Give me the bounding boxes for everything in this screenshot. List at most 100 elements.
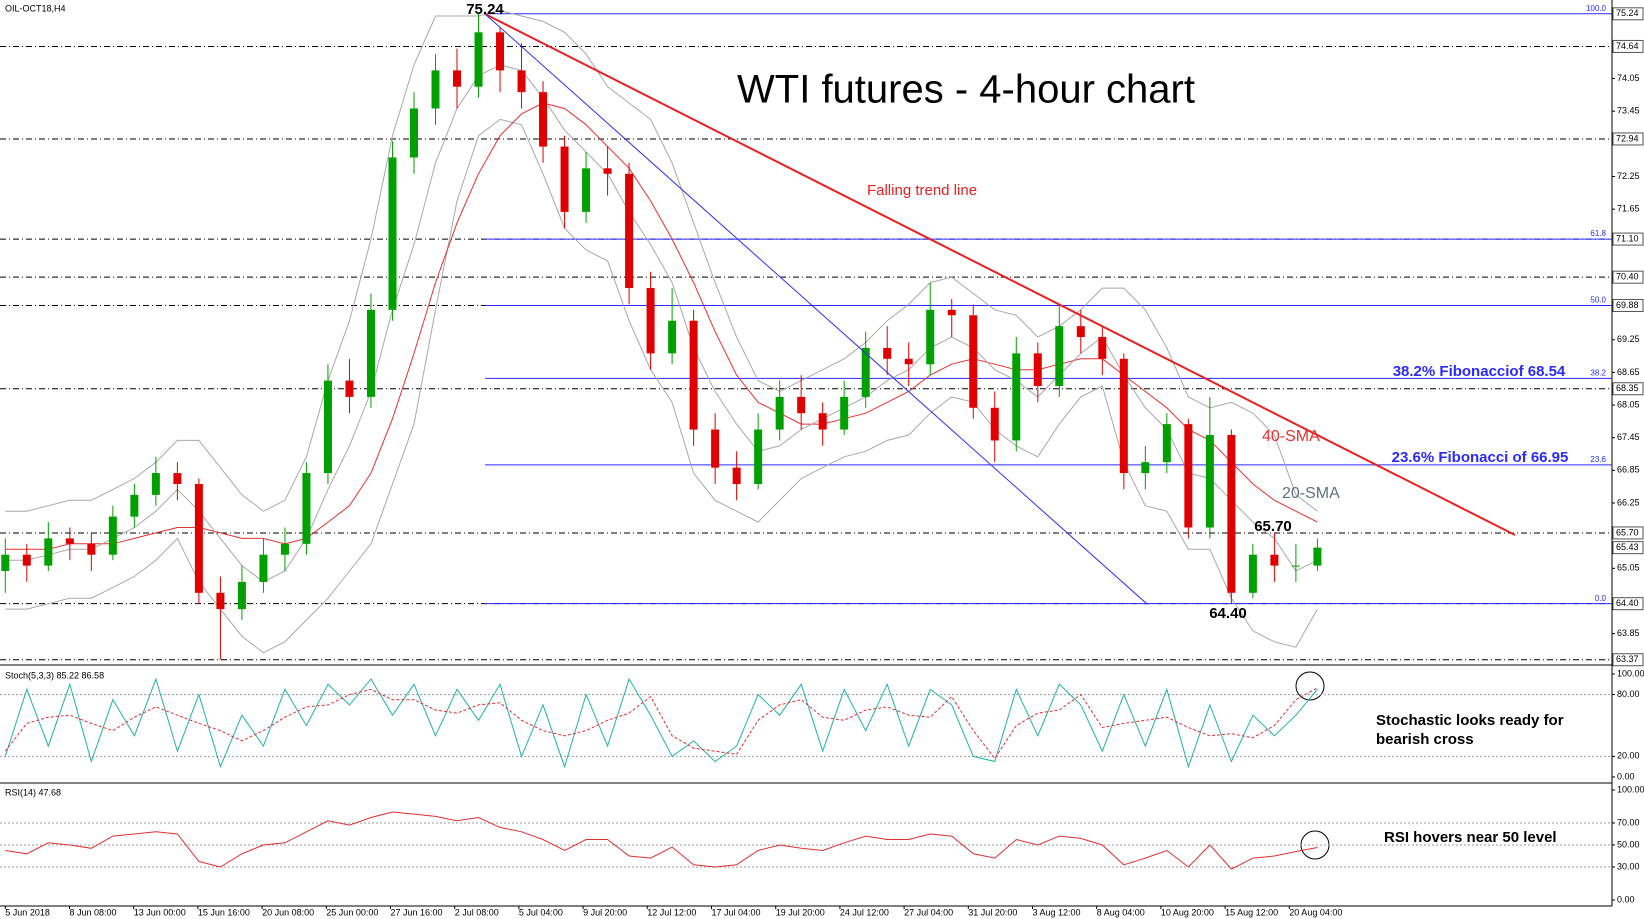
candle-body <box>1184 424 1193 528</box>
candle-body <box>65 538 74 544</box>
y-tick-label: 80.00 <box>1617 689 1640 699</box>
y-tick-label: 67.45 <box>1617 432 1640 442</box>
y-tick-label: 63.85 <box>1617 628 1640 638</box>
y-tick-label: 0.00 <box>1617 771 1635 781</box>
ma-label: 40-SMA <box>1262 428 1320 445</box>
note: Stochastic looks ready for <box>1376 712 1564 729</box>
price-label: 72.94 <box>1616 133 1639 143</box>
candle-body <box>194 483 203 593</box>
x-tick-label: 27 Jul 04:00 <box>904 907 953 917</box>
y-tick-label: 66.85 <box>1617 465 1640 475</box>
y-tick-label: 30.00 <box>1617 861 1640 871</box>
candle-body <box>539 92 548 147</box>
candle-body <box>431 70 440 109</box>
price-label-box <box>1612 526 1644 540</box>
candle-body <box>1270 554 1279 566</box>
y-tick-label: 73.45 <box>1617 106 1640 116</box>
y-tick-label: 70.00 <box>1617 817 1640 827</box>
price-label-box <box>1612 597 1644 611</box>
candle-body <box>323 380 332 474</box>
fib-note: 38.2% Fibonacciof 68.54 <box>1393 363 1566 380</box>
candle-body <box>1055 326 1064 387</box>
candle-body <box>388 157 397 310</box>
candle-body <box>947 309 956 316</box>
ma-label: 20-SMA <box>1282 485 1340 502</box>
candle-body <box>1076 326 1085 338</box>
price-label-box <box>1612 232 1644 246</box>
candle-body <box>302 473 311 544</box>
chart-title: WTI futures - 4-hour chart <box>737 68 1195 112</box>
candle-body <box>496 32 505 71</box>
candle-body <box>603 168 612 174</box>
candle-body <box>453 70 462 87</box>
stoch-header: Stoch(5,3,3) 85.22 86.58 <box>5 670 104 680</box>
candle-body <box>237 581 246 610</box>
y-tick-label: 0.00 <box>1617 894 1635 904</box>
y-tick-label: 65.05 <box>1617 563 1640 573</box>
y-tick-label: 100.00 <box>1617 784 1644 794</box>
candle-body <box>668 320 677 354</box>
y-tick-label: 74.05 <box>1617 73 1640 83</box>
candle-body <box>904 358 913 365</box>
price-label: 74.64 <box>1616 41 1639 51</box>
candle-body <box>280 543 289 555</box>
annotation: 75.24 <box>466 1 504 18</box>
candle-body <box>108 516 117 555</box>
candle-body <box>1119 358 1128 474</box>
candle-body <box>732 467 741 484</box>
fib-label: 100.0 <box>1586 4 1607 13</box>
x-tick-label: 17 Jul 04:00 <box>712 907 761 917</box>
candle-body <box>87 543 96 555</box>
candle-body <box>646 288 655 354</box>
price-label-box <box>1612 39 1644 53</box>
x-tick-label: 8 Jun 08:00 <box>70 907 117 917</box>
fib-label: 38.2 <box>1590 369 1606 378</box>
candle-body <box>990 407 999 441</box>
annotation: 64.40 <box>1209 605 1247 622</box>
fib-note: 23.6% Fibonacci of 66.95 <box>1392 449 1569 466</box>
x-tick-label: 3 Aug 12:00 <box>1033 907 1081 917</box>
indicator-line <box>5 811 1318 870</box>
price-label: 68.35 <box>1616 383 1639 393</box>
bollinger-lower <box>5 118 1318 654</box>
candle-body <box>1227 434 1236 593</box>
y-tick-label: 66.25 <box>1617 497 1640 507</box>
x-tick-label: 15 Jun 16:00 <box>198 907 250 917</box>
fib-label: 0.0 <box>1595 594 1607 603</box>
candle-body <box>1033 353 1042 387</box>
x-tick-label: 10 Aug 20:00 <box>1161 907 1214 917</box>
candle-body <box>1012 353 1021 441</box>
annotation: Falling trend line <box>867 182 977 199</box>
y-tick-label: 68.05 <box>1617 399 1640 409</box>
x-tick-label: 9 Jul 20:00 <box>583 907 627 917</box>
candle-body <box>582 168 591 212</box>
candle-body <box>1313 547 1322 566</box>
x-tick-label: 13 Jun 00:00 <box>134 907 186 917</box>
y-tick-label: 68.65 <box>1617 367 1640 377</box>
x-tick-label: 5 Jun 2018 <box>5 907 50 917</box>
note: bearish cross <box>1376 731 1474 748</box>
y-tick-label: 20.00 <box>1617 751 1640 761</box>
x-tick-label: 2 Jul 08:00 <box>455 907 499 917</box>
candle-body <box>22 554 31 566</box>
candle-body <box>345 380 354 397</box>
x-tick-label: 27 Jun 16:00 <box>391 907 443 917</box>
candle-body <box>173 473 182 484</box>
x-tick-label: 31 Jul 20:00 <box>968 907 1017 917</box>
candle-body <box>151 473 160 495</box>
price-label-box <box>1612 270 1644 284</box>
x-tick-label: 5 Jul 04:00 <box>519 907 563 917</box>
price-label-box <box>1612 541 1644 555</box>
price-label: 69.88 <box>1616 300 1639 310</box>
candle-body <box>883 347 892 359</box>
price-label: 75.24 <box>1616 8 1639 18</box>
bollinger-upper <box>5 9 1318 512</box>
candle-body <box>754 429 763 484</box>
indicator-line <box>4 687 1318 760</box>
x-tick-label: 25 Jun 00:00 <box>326 907 378 917</box>
note: RSI hovers near 50 level <box>1384 829 1557 846</box>
blue-trend-line <box>484 13 1148 605</box>
price-label-box <box>1612 382 1644 396</box>
x-tick-label: 8 Aug 04:00 <box>1097 907 1145 917</box>
